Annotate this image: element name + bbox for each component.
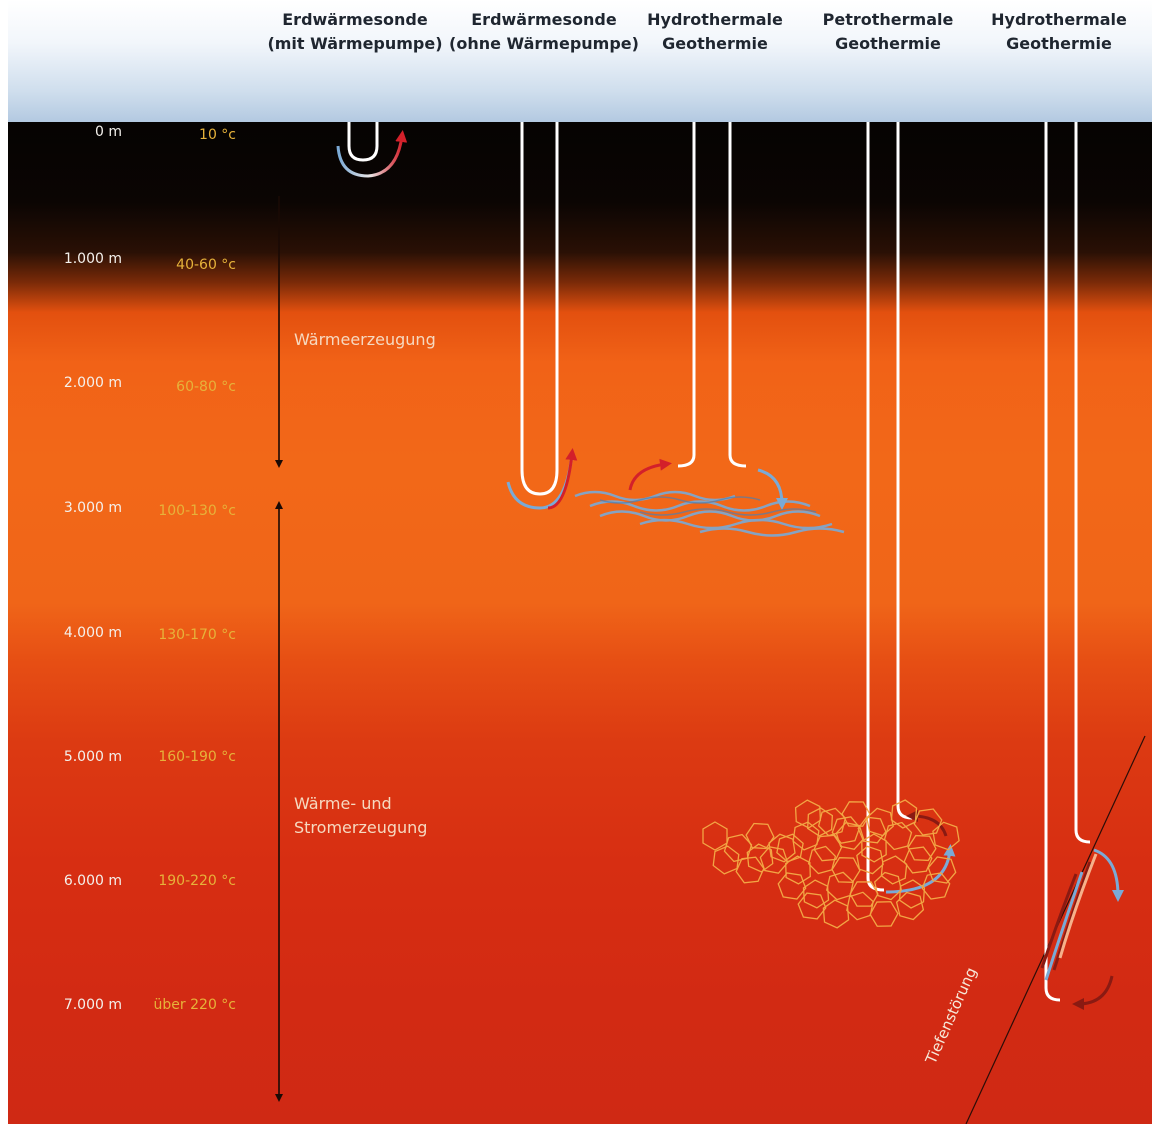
zone-label-line2: Stromerzeugung — [294, 818, 428, 837]
temperature-label: über 220 °c — [153, 997, 236, 1013]
depth-label: 4.000 m — [63, 625, 122, 641]
ground-cross-section — [8, 122, 1152, 1124]
temperature-label: 10 °c — [199, 127, 236, 143]
water-layer-waves — [574, 490, 845, 537]
deep-borehole-ushape — [506, 122, 578, 510]
depth-label: 3.000 m — [63, 500, 122, 516]
column-header-borehole-no-heatpump: Erdwärmesonde (ohne Wärmepumpe) — [444, 8, 644, 56]
column-header-hydrothermal: Hydrothermale Geothermie — [615, 8, 815, 56]
fracture-hexagon — [702, 821, 728, 851]
column-header-line2: (ohne Wärmepumpe) — [449, 34, 639, 53]
column-header-line1: Erdwärmesonde — [471, 10, 617, 29]
shallow-borehole-ushape — [336, 122, 408, 178]
zone-label-heat-power: Wärme- und Stromerzeugung — [294, 792, 427, 840]
column-header-line1: Hydrothermale — [991, 10, 1127, 29]
temperature-label: 60-80 °c — [176, 379, 236, 395]
fracture-hexagon — [866, 895, 902, 933]
zone-label-heat: Wärmeerzeugung — [294, 330, 436, 349]
depth-label: 5.000 m — [63, 749, 122, 765]
fracture-hexagon — [774, 831, 806, 865]
temperature-label: 190-220 °c — [158, 873, 236, 889]
water-layer-waves-dark — [599, 496, 817, 516]
column-header-petrothermal: Petrothermale Geothermie — [788, 8, 988, 56]
depth-label: 1.000 m — [63, 251, 122, 267]
temperature-label: 130-170 °c — [158, 627, 236, 643]
deep-hydrothermal-fault — [965, 122, 1146, 1124]
column-header-line2: Geothermie — [1006, 34, 1112, 53]
fracture-hexagon — [824, 869, 856, 903]
sky-band — [8, 0, 1152, 122]
column-header-line1: Petrothermale — [822, 10, 954, 29]
temperature-label: 160-190 °c — [158, 749, 236, 765]
column-header-borehole-heatpump: Erdwärmesonde (mit Wärmepumpe) — [255, 8, 455, 56]
temperature-label: 100-130 °c — [158, 503, 236, 519]
column-header-line2: Geothermie — [662, 34, 768, 53]
fault-water-flow — [1040, 853, 1098, 981]
column-header-line1: Hydrothermale — [647, 10, 783, 29]
column-header-hydrothermal-deep: Hydrothermale Geothermie — [959, 8, 1152, 56]
left-margin — [0, 0, 8, 1124]
column-header-line2: Geothermie — [835, 34, 941, 53]
depth-label: 7.000 m — [63, 997, 122, 1013]
hydrothermal-doublet — [574, 122, 845, 537]
zone-label-line1: Wärme- und — [294, 794, 392, 813]
depth-label: 6.000 m — [63, 873, 122, 889]
column-header-line2: (mit Wärmepumpe) — [267, 34, 443, 53]
fracture-hexagon — [829, 812, 863, 848]
fracture-hexagon — [879, 854, 909, 886]
temperature-label: 40-60 °c — [176, 257, 236, 273]
column-header-line1: Erdwärmesonde — [282, 10, 428, 29]
petrothermal-doublet — [702, 122, 966, 933]
fracture-hexagon — [827, 851, 865, 889]
depth-label: 2.000 m — [63, 375, 122, 391]
fracture-hexagon — [741, 817, 779, 855]
depth-label: 0 m — [95, 124, 122, 140]
